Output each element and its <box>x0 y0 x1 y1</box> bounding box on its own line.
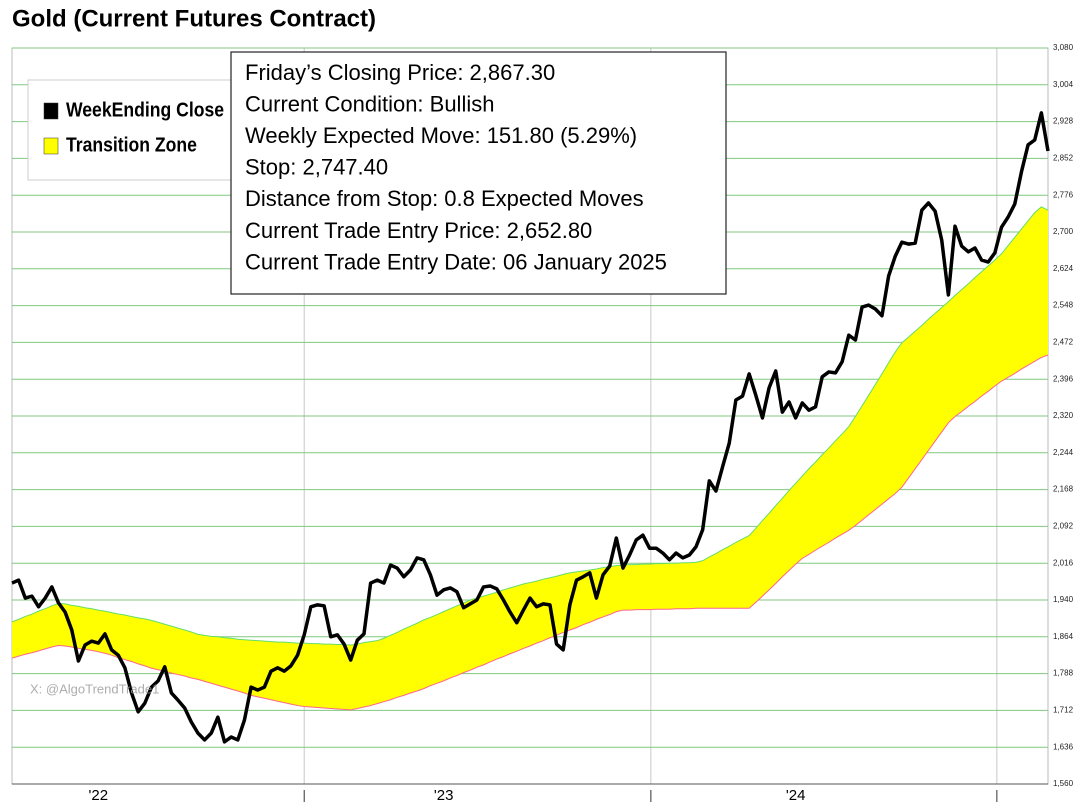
y-tick-label: 1,940 <box>1053 595 1074 604</box>
info-box <box>230 51 727 295</box>
y-tick-label: 1,788 <box>1053 669 1074 678</box>
y-tick-label: 2,396 <box>1053 374 1074 383</box>
y-tick-label: 2,548 <box>1053 301 1074 310</box>
y-tick-label: 2,320 <box>1053 411 1074 420</box>
y-tick-label: 2,700 <box>1053 227 1074 236</box>
transition-zone <box>12 206 1048 710</box>
info-line: Current Condition: Bullish <box>245 91 494 116</box>
y-tick-label: 1,864 <box>1053 632 1074 641</box>
y-tick-label: 1,636 <box>1053 742 1074 751</box>
legend-box <box>27 79 247 181</box>
y-tick-label: 2,776 <box>1053 190 1074 199</box>
info-line: Current Trade Entry Price: 2,652.80 <box>245 218 592 243</box>
legend-swatch <box>43 102 59 120</box>
y-tick-label: 2,168 <box>1053 485 1074 494</box>
y-tick-label: 2,472 <box>1053 338 1074 347</box>
info-line: Weekly Expected Move: 151.80 (5.29%) <box>245 123 637 148</box>
info-line: Current Trade Entry Date: 06 January 202… <box>245 249 667 274</box>
y-tick-label: 3,080 <box>1053 43 1074 52</box>
y-tick-label: 2,624 <box>1053 264 1074 273</box>
x-tick-label: '22 <box>89 787 109 804</box>
y-tick-label: 1,560 <box>1053 779 1074 788</box>
info-line: Stop: 2,747.40 <box>245 155 388 180</box>
zone-upper-edge <box>11 206 1049 646</box>
watermark: X: @AlgoTrendTrade1 <box>30 681 159 696</box>
close-line <box>11 111 1050 744</box>
y-tick-label: 2,244 <box>1053 448 1074 457</box>
info-line: Distance from Stop: 0.8 Expected Moves <box>245 186 644 211</box>
zone-lower-edge <box>11 354 1049 711</box>
legend-swatch <box>43 137 59 155</box>
x-tick-label: '24 <box>786 787 806 804</box>
y-tick-label: 2,928 <box>1053 117 1074 126</box>
y-tick-label: 3,004 <box>1053 80 1074 89</box>
info-line: Friday’s Closing Price: 2,867.30 <box>245 60 555 85</box>
y-tick-label: 2,852 <box>1053 154 1074 163</box>
y-tick-label: 2,092 <box>1053 522 1074 531</box>
legend-label: WeekEnding Close <box>66 98 224 120</box>
y-tick-label: 1,712 <box>1053 706 1074 715</box>
chart-title: Gold (Current Futures Contract) <box>12 5 376 32</box>
x-tick-label: '23 <box>434 787 454 804</box>
y-tick-label: 2,016 <box>1053 558 1074 567</box>
legend-label: Transition Zone <box>66 133 197 155</box>
